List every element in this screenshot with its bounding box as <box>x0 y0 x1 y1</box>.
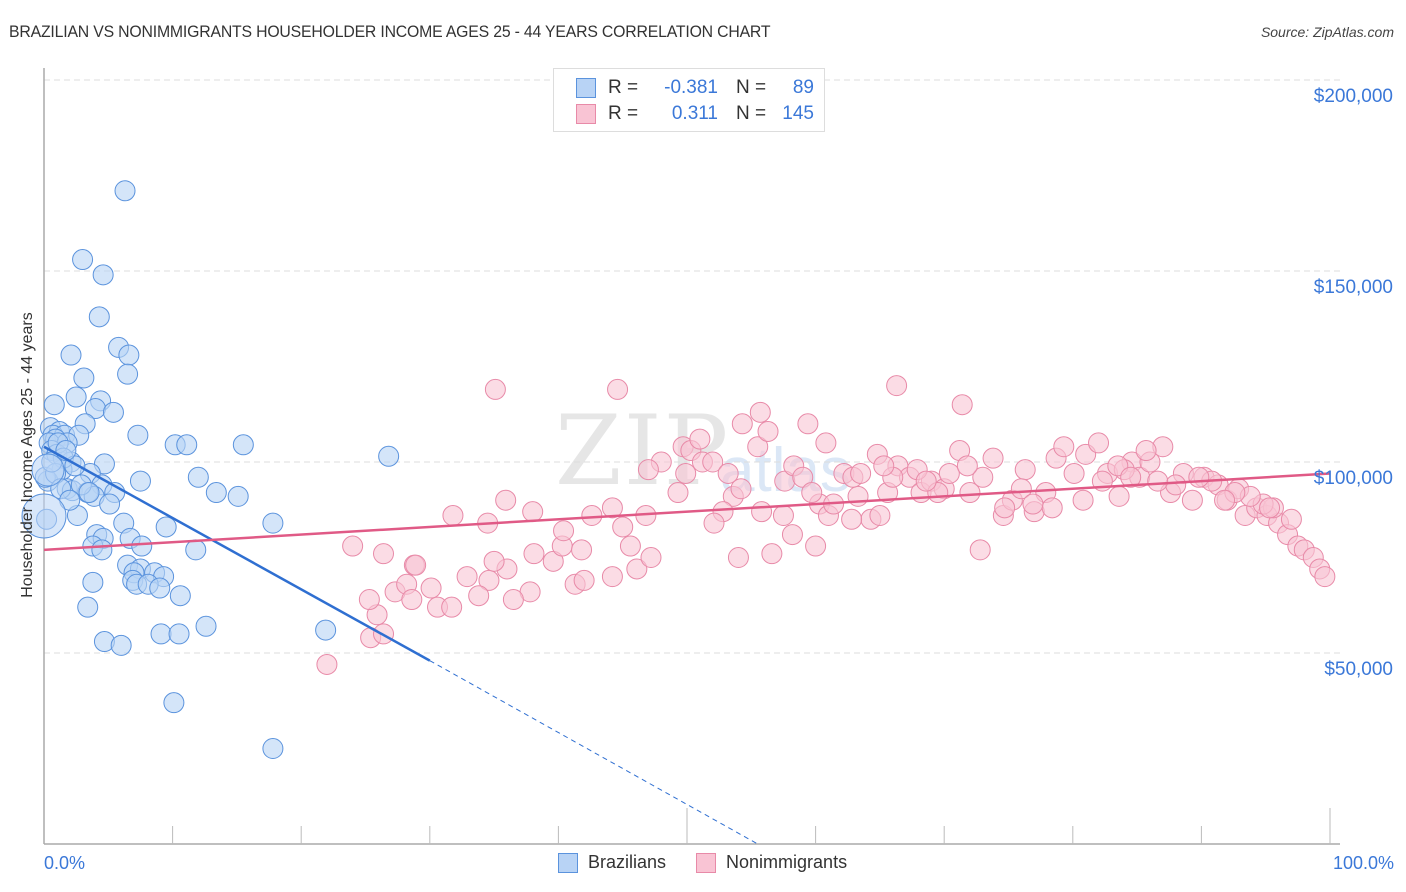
r-label: R = <box>608 103 639 124</box>
nonimmigrants-swatch-icon <box>696 852 717 873</box>
n-label: N = <box>736 103 767 124</box>
brazilians-swatch-icon <box>558 852 578 873</box>
r-value: 0.311 <box>671 103 718 124</box>
n-value: 145 <box>782 103 814 124</box>
source-label: Source: ZipAtlas.com <box>1260 24 1394 40</box>
brazilians-points <box>21 180 400 759</box>
legend-item-brazilians[interactable]: Brazilians <box>558 852 666 873</box>
n-value: 89 <box>792 77 814 98</box>
brazilians-swatch-icon <box>576 78 596 98</box>
nonimmigrants-swatch-icon <box>576 104 596 124</box>
y-tick-100k: $100,000 <box>1313 468 1393 489</box>
series-legend: Brazilians Nonimmigrants <box>558 852 877 873</box>
n-label: N = <box>736 77 767 98</box>
y-tick-200k: $200,000 <box>1313 86 1393 107</box>
y-tick-150k: $150,000 <box>1313 277 1393 298</box>
gridlines <box>44 79 1340 654</box>
trend-lines <box>43 445 1331 845</box>
legend-row-brazilians: R = -0.381 N = 89 <box>576 77 814 99</box>
legend-item-nonimmigrants[interactable]: Nonimmigrants <box>696 852 847 873</box>
x-tick-max: 100.0% <box>1332 853 1394 873</box>
correlation-legend: R = -0.381 N = 89 R = 0.311 N = 145 <box>553 68 825 132</box>
r-label: R = <box>608 77 639 98</box>
legend-row-nonimmigrants: R = 0.311 N = 145 <box>576 103 814 125</box>
legend-label: Brazilians <box>588 852 667 872</box>
x-tick-min: 0.0% <box>44 853 86 873</box>
y-tick-50k: $50,000 <box>1324 659 1393 680</box>
chart-title: BRAZILIAN VS NONIMMIGRANTS HOUSEHOLDER I… <box>9 22 771 41</box>
y-axis-label: Householder Income Ages 25 - 44 years <box>19 312 36 598</box>
r-value: -0.381 <box>664 77 718 98</box>
nonimmigrants-points <box>316 375 1336 675</box>
legend-label: Nonimmigrants <box>726 852 848 872</box>
